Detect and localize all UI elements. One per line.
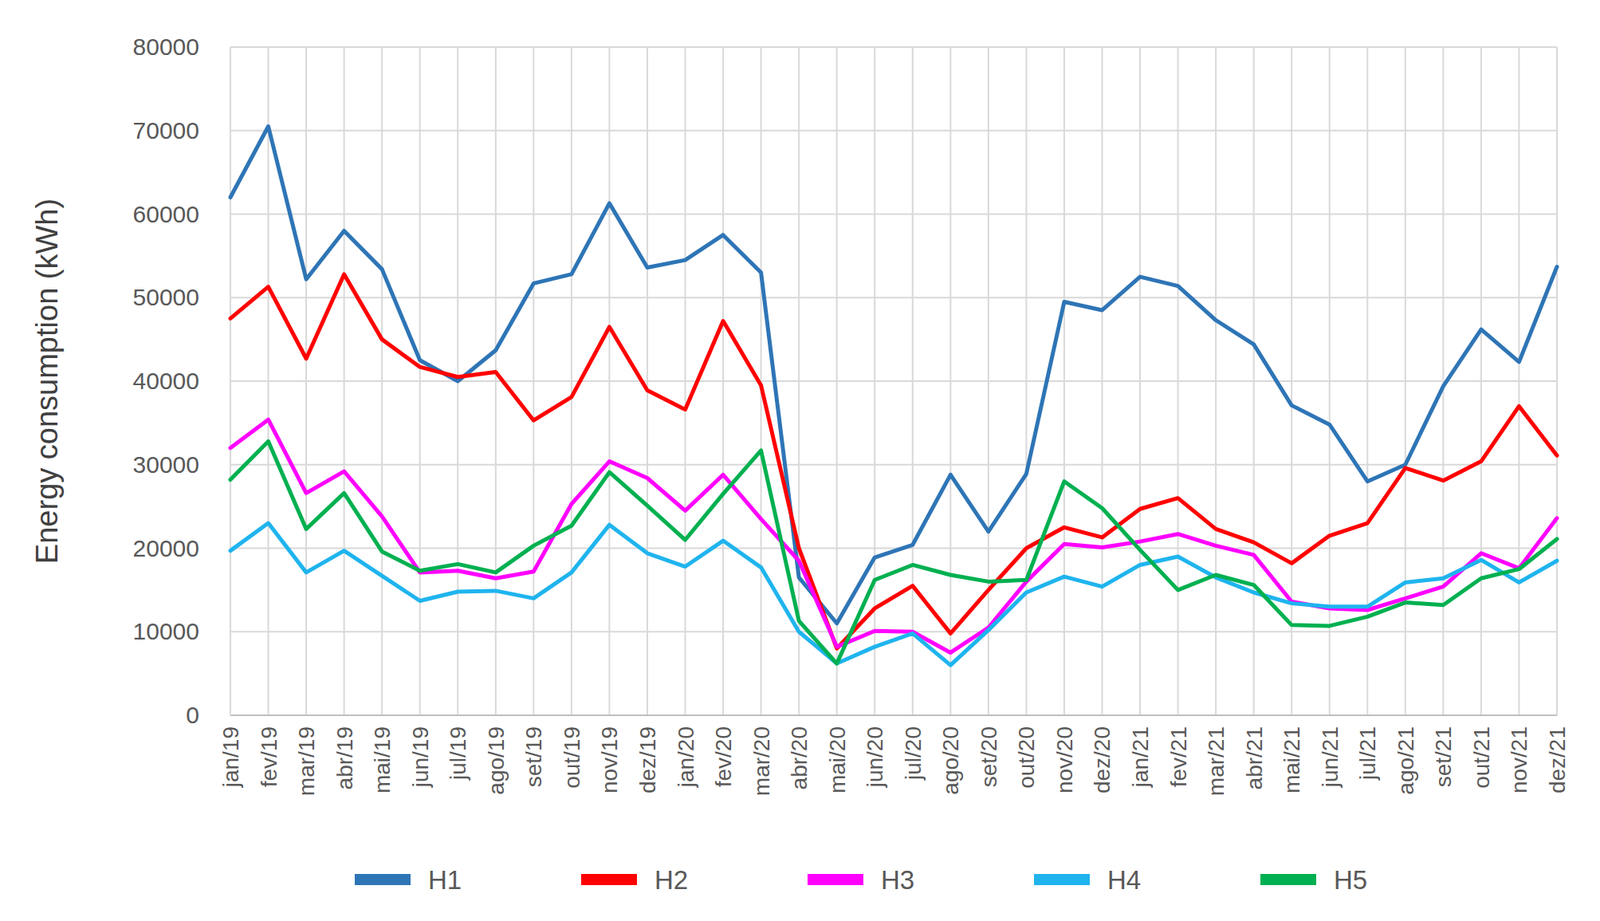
y-tick-label: 70000: [133, 117, 200, 144]
series-group: [230, 126, 1557, 666]
x-tick-label: mai/20: [825, 726, 850, 794]
x-tick-label: abr/20: [786, 726, 812, 790]
y-axis-line: [229, 47, 232, 716]
x-tick-label: nov/19: [597, 726, 622, 794]
legend-swatch: [807, 873, 864, 885]
x-tick-label: set/20: [976, 726, 1002, 787]
y-tick-label: 40000: [133, 367, 200, 394]
legend-swatch: [1033, 873, 1090, 885]
x-tick-label: jul/19: [445, 726, 471, 781]
x-tick-label: jul/20: [900, 726, 926, 781]
y-grid-line: [230, 714, 1557, 716]
legend-label: H3: [880, 864, 915, 895]
x-tick-label: mar/20: [749, 726, 775, 796]
legend-swatch: [581, 873, 637, 885]
x-tick-label: abr/21: [1242, 726, 1267, 790]
grid: [230, 47, 1557, 716]
x-tick-label: out/20: [1014, 726, 1039, 789]
x-tick-label: jun/19: [408, 726, 433, 788]
y-grid-line: [230, 380, 1557, 382]
x-axis-line: [230, 714, 1557, 716]
x-tick-label: jul/21: [1355, 726, 1380, 781]
x-tick-label: jan/19: [218, 726, 244, 788]
x-tick-label: jun/21: [1317, 726, 1343, 788]
x-tick-label: ago/19: [483, 726, 509, 795]
x-tick-label: jan/21: [1128, 726, 1153, 788]
y-axis-title: Energy consumption (kWh): [30, 198, 64, 564]
x-tick-label: mar/21: [1203, 726, 1229, 796]
x-tick-label: jan/20: [673, 726, 699, 788]
y-grid-line: [230, 296, 1557, 299]
x-tick-label: set/19: [521, 726, 547, 787]
chart: 0 10000 20000 30000 40000 50000 60000 70000 8000…: [0, 0, 1600, 921]
x-tick-label: jun/20: [862, 726, 888, 788]
x-tick-label: fev/21: [1166, 726, 1192, 787]
x-tick-label: fev/19: [256, 726, 282, 787]
y-tick-label: 0: [185, 701, 200, 728]
y-tick-label: 30000: [133, 451, 200, 478]
y-grid-line: [230, 129, 1557, 132]
legend-label: H1: [428, 864, 462, 895]
series-line: [230, 126, 1557, 624]
x-tick-label: abr/19: [332, 726, 358, 790]
x-tick-label: dez/21: [1544, 726, 1570, 794]
x-tick-label: mai/19: [369, 726, 395, 794]
x-tick-label: dez/20: [1089, 726, 1115, 794]
legend: H1 H2 H3 H4 H5: [354, 864, 1368, 895]
legend-label: H4: [1107, 864, 1141, 895]
y-grid-line: [230, 213, 1557, 216]
x-tick-label: out/21: [1469, 726, 1494, 789]
x-tick-label: mar/19: [294, 726, 319, 796]
x-tick-label: fev/20: [711, 726, 736, 787]
x-tick-label: mai/21: [1279, 726, 1305, 794]
series-line: [230, 274, 1557, 649]
y-tick-label: 20000: [133, 534, 200, 562]
x-tick-label: nov/20: [1052, 726, 1078, 794]
legend-swatch: [1260, 873, 1317, 885]
x-grid-line: [229, 47, 232, 716]
y-tick-label: 10000: [133, 617, 200, 645]
y-tick-label: 60000: [133, 200, 200, 228]
series-line: [230, 440, 1557, 664]
x-tick-label: ago/21: [1393, 726, 1419, 795]
y-grid-line: [230, 46, 1557, 48]
series-line: [230, 522, 1557, 665]
x-tick-label: dez/19: [635, 726, 661, 794]
legend-label: H5: [1333, 864, 1368, 895]
y-tick-label: 80000: [133, 33, 200, 60]
x-tick-label: nov/21: [1506, 726, 1532, 794]
y-grid-line: [230, 547, 1557, 550]
x-tick-label: set/21: [1430, 726, 1456, 787]
x-tick-label: ago/20: [938, 726, 964, 795]
y-tick-label: 50000: [133, 283, 200, 311]
legend-swatch: [354, 873, 411, 885]
x-tick-label: out/19: [559, 726, 585, 789]
legend-label: H2: [654, 864, 688, 895]
